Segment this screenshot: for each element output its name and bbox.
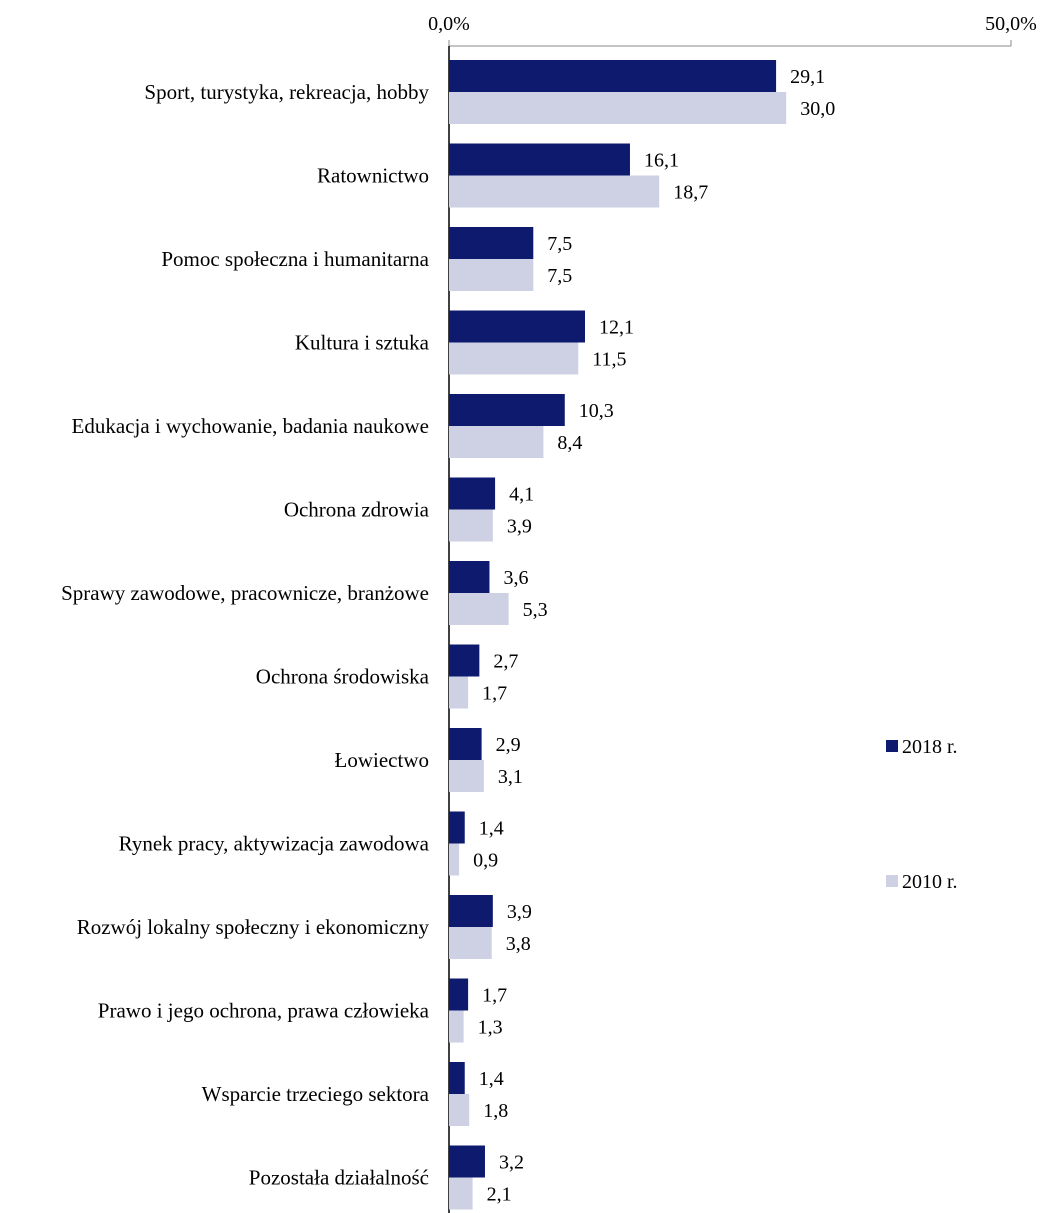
category-label: Ratownictwo [317,164,429,188]
data-label: 4,1 [509,484,534,506]
data-label: 1,7 [482,683,507,705]
data-label: 12,1 [599,317,634,339]
data-label: 1,7 [482,985,507,1007]
bar-2018 [449,895,493,927]
bar-2010 [449,676,469,709]
data-label: 1,3 [478,1017,503,1039]
legend-swatch-2018 [886,740,898,752]
bar-2010 [449,92,787,124]
bar-2018 [449,811,465,844]
x-tick-label: 0,0% [428,13,470,35]
data-label: 29,1 [790,66,825,88]
bar-2018 [449,477,496,510]
bar-2018 [449,227,534,259]
category-label: Prawo i jego ochrona, prawa człowieka [98,999,430,1023]
data-label: 18,7 [673,182,708,204]
bars-layer [449,60,787,1210]
data-label: 2,9 [496,734,521,756]
category-label: Ochrona zdrowia [284,498,430,522]
data-label: 3,6 [503,567,528,589]
bar-2018 [449,310,586,343]
data-label: 11,5 [592,349,626,371]
data-label: 3,8 [506,933,531,955]
bar-2010 [449,1094,470,1126]
category-label: Pozostała działalność [249,1166,429,1190]
bar-2010 [449,426,544,458]
data-label: 30,0 [800,98,835,120]
data-label: 3,2 [499,1152,524,1174]
category-label: Sprawy zawodowe, pracownicze, branżowe [61,581,429,605]
category-label: Edukacja i wychowanie, badania naukowe [72,414,429,438]
data-label: 8,4 [557,432,582,454]
data-label: 1,8 [483,1100,508,1122]
bar-2018 [449,644,480,677]
bar-2018 [449,978,469,1011]
legend-label: 2010 r. [902,871,958,893]
bar-2010 [449,509,493,542]
category-label: Ochrona środowiska [256,665,430,689]
bar-2018 [449,60,777,92]
bar-2018 [449,728,482,760]
data-label: 10,3 [579,400,614,422]
legend: 2018 r. 2010 r. [886,736,958,893]
x-tick-label: 50,0% [985,13,1037,35]
data-label: 2,7 [493,651,518,673]
bar-2010 [449,342,579,375]
bar-2018 [449,394,565,426]
data-label: 3,9 [507,516,532,538]
category-label: Rozwój lokalny społeczny i ekonomiczny [77,915,430,939]
category-label: Sport, turystyka, rekreacja, hobby [144,80,429,104]
bar-2018 [449,561,490,593]
data-label: 2,1 [487,1184,512,1206]
data-label: 7,5 [547,265,572,287]
data-label: 16,1 [644,150,679,172]
data-label: 0,9 [473,850,498,872]
bar-2018 [449,1062,465,1094]
bar-2010 [449,760,484,792]
data-label: 3,9 [507,901,532,923]
category-label: Rynek pracy, aktywizacja zawodowa [119,832,430,856]
category-label: Pomoc społeczna i humanitarna [161,247,429,271]
data-label: 5,3 [523,599,548,621]
category-label: Wsparcie trzeciego sektora [202,1082,430,1106]
bar-2018 [449,1145,485,1178]
bar-2010 [449,1177,473,1210]
bar-2018 [449,143,630,176]
legend-label: 2018 r. [902,736,958,758]
category-label: Kultura i sztuka [295,331,430,355]
bar-2010 [449,175,660,208]
bar-2010 [449,1010,464,1043]
labels-layer: Sport, turystyka, rekreacja, hobby 29,1 30… [61,66,835,1206]
bar-2010 [449,259,534,291]
data-label: 3,1 [498,766,523,788]
category-label: Łowiectwo [335,748,429,772]
data-label: 1,4 [479,818,504,840]
bar-2010 [449,927,492,959]
data-label: 7,5 [547,233,572,255]
data-label: 1,4 [479,1068,504,1090]
bar-2010 [449,593,509,625]
legend-swatch-2010 [886,875,898,887]
bar-2010 [449,843,460,876]
